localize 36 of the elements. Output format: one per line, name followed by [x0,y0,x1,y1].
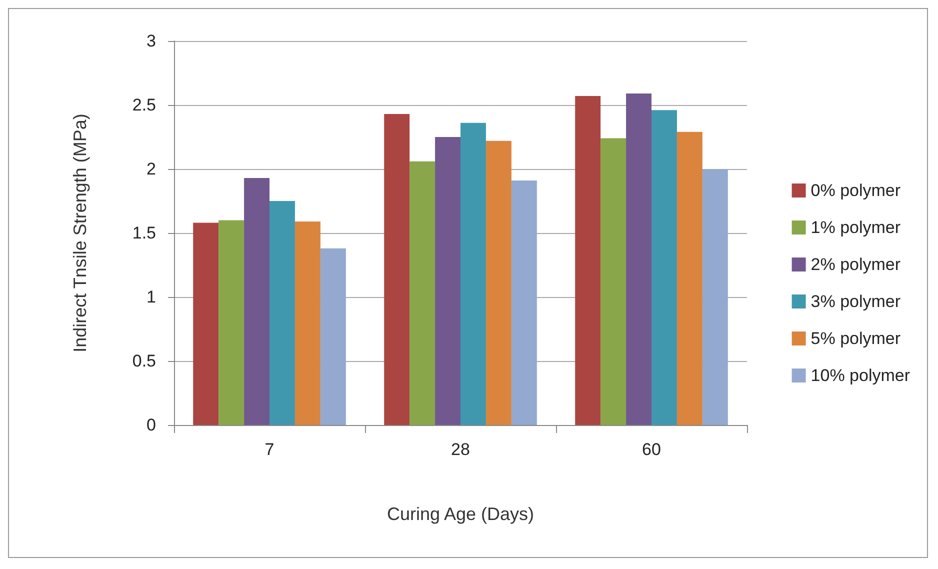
bar [410,161,436,425]
bar [486,140,512,425]
x-tick-label: 7 [264,440,274,459]
y-axis-title: Indirect Tnsile Strength (MPa) [70,114,90,352]
bar [600,138,626,425]
x-axis-title: Curing Age (Days) [386,504,534,524]
legend-label: 10% polymer [810,366,910,385]
bar [652,110,677,425]
bar [244,178,270,425]
legend-label: 3% polymer [810,292,901,311]
bar [702,169,728,425]
y-tick-label: 1 [146,288,156,306]
bar [320,248,346,425]
y-tick-label: 0 [146,416,156,434]
bar [626,93,652,425]
legend-label: 5% polymer [810,329,901,348]
y-tick-label: 1.5 [132,224,156,242]
legend-label: 2% polymer [810,255,901,274]
bar [384,114,410,425]
bar [435,137,460,425]
y-tick-label: 2 [146,160,156,178]
bar [460,122,486,425]
bar [270,201,295,425]
bar [511,180,537,425]
legend-label: 1% polymer [810,218,901,237]
bar [676,132,702,425]
y-tick-label: 0.5 [132,352,156,370]
x-tick-label: 28 [451,440,470,459]
x-tick-label: 60 [642,440,661,459]
bar [294,221,320,425]
y-tick-label: 2.5 [132,96,156,114]
legend-label: 0% polymer [810,181,901,200]
y-tick-label: 3 [146,32,156,50]
bar [575,96,601,425]
bar [218,220,244,425]
bar [193,222,219,425]
